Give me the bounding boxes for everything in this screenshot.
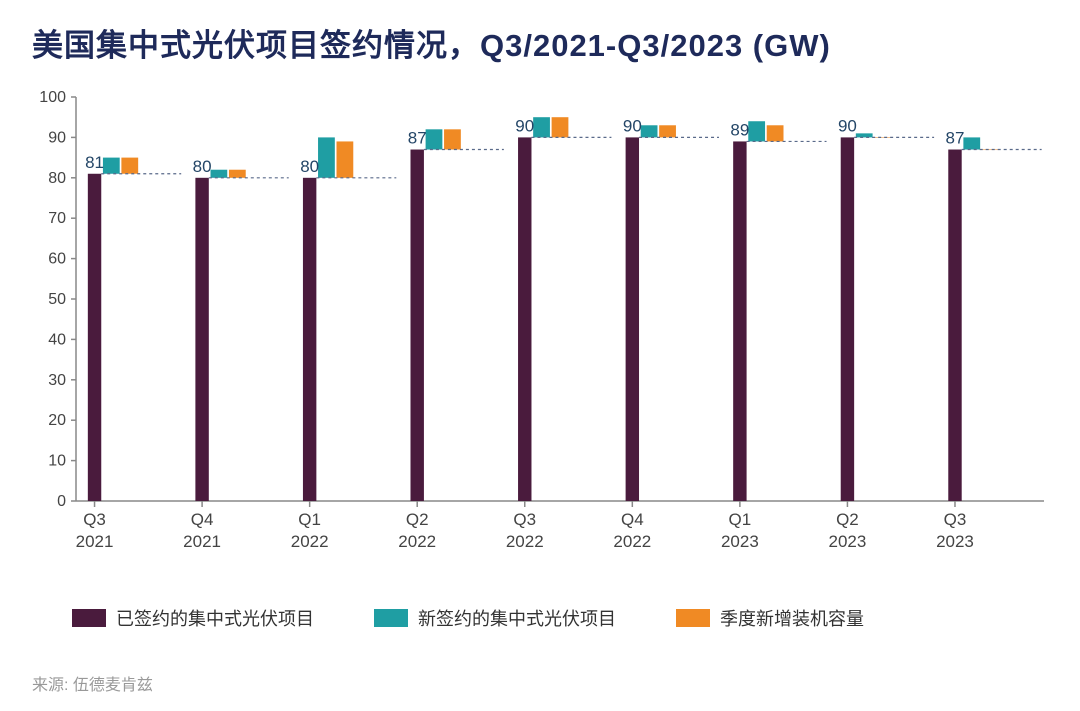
- legend-swatch-capacity: [676, 609, 710, 627]
- legend-item-capacity: 季度新增装机容量: [676, 605, 864, 631]
- legend-label-signed: 已签约的集中式光伏项目: [116, 605, 314, 631]
- bar-value-label: 87: [408, 129, 427, 148]
- legend-swatch-signed: [72, 609, 106, 627]
- bar-new: [641, 125, 658, 137]
- svg-text:10: 10: [48, 453, 66, 470]
- bar-new: [103, 158, 120, 174]
- x-axis-label-y: 2022: [291, 532, 329, 551]
- bar-capacity: [552, 117, 569, 137]
- x-axis-label-y: 2022: [398, 532, 436, 551]
- svg-text:0: 0: [57, 493, 66, 510]
- x-axis-label-q: Q2: [406, 510, 429, 529]
- bar-chart: 0 10 20 30 40 50 60 70 80 90 100 81 Q3 2021 80 Q4 2021 80…: [32, 89, 1048, 569]
- bar-signed: [841, 137, 854, 501]
- bar-signed: [948, 150, 961, 501]
- bar-capacity: [229, 170, 246, 178]
- bar-capacity: [874, 137, 891, 138]
- bar-capacity: [659, 125, 676, 137]
- bar-capacity: [336, 141, 353, 177]
- svg-text:60: 60: [48, 251, 66, 268]
- svg-text:30: 30: [48, 372, 66, 389]
- bar-new: [426, 129, 443, 149]
- bar-value-label: 89: [730, 120, 749, 139]
- bar-signed: [410, 150, 423, 501]
- svg-text:70: 70: [48, 210, 66, 227]
- legend-label-capacity: 季度新增装机容量: [720, 605, 864, 631]
- bar-new: [533, 117, 550, 137]
- svg-text:80: 80: [48, 170, 66, 187]
- bar-new: [748, 121, 765, 141]
- x-axis-label-y: 2022: [506, 532, 544, 551]
- bar-value-label: 90: [623, 116, 642, 135]
- bar-value-label: 80: [300, 157, 319, 176]
- x-axis-label-q: Q3: [513, 510, 536, 529]
- bar-signed: [518, 137, 531, 501]
- bar-value-label: 81: [85, 153, 104, 172]
- x-axis-label-q: Q3: [83, 510, 106, 529]
- x-axis-label-q: Q4: [191, 510, 214, 529]
- bar-value-label: 80: [193, 157, 212, 176]
- bar-value-label: 90: [838, 116, 857, 135]
- legend: 已签约的集中式光伏项目 新签约的集中式光伏项目 季度新增装机容量: [72, 605, 1048, 631]
- bar-new: [963, 137, 980, 149]
- svg-text:50: 50: [48, 291, 66, 308]
- bar-capacity: [982, 150, 999, 151]
- x-axis-label-q: Q3: [944, 510, 967, 529]
- x-axis-label-q: Q1: [729, 510, 752, 529]
- bar-value-label: 87: [946, 129, 965, 148]
- bar-capacity: [767, 125, 784, 141]
- source-text: 来源: 伍德麦肯兹: [32, 671, 1048, 695]
- x-axis-label-y: 2021: [183, 532, 221, 551]
- svg-text:90: 90: [48, 129, 66, 146]
- x-axis-label-q: Q1: [298, 510, 321, 529]
- bar-signed: [626, 137, 639, 501]
- bar-capacity: [444, 129, 461, 149]
- bar-value-label: 90: [515, 116, 534, 135]
- legend-item-signed: 已签约的集中式光伏项目: [72, 605, 314, 631]
- bar-new: [856, 133, 873, 137]
- x-axis-label-q: Q4: [621, 510, 644, 529]
- x-axis-label-y: 2023: [936, 532, 974, 551]
- chart-title: 美国集中式光伏项目签约情况，Q3/2021-Q3/2023 (GW): [32, 20, 1048, 65]
- svg-text:40: 40: [48, 331, 66, 348]
- x-axis-label-y: 2023: [721, 532, 759, 551]
- svg-text:100: 100: [39, 89, 66, 106]
- bar-signed: [88, 174, 101, 501]
- bar-signed: [303, 178, 316, 501]
- legend-label-new: 新签约的集中式光伏项目: [418, 605, 616, 631]
- bar-capacity: [121, 158, 138, 174]
- bar-new: [210, 170, 227, 178]
- x-axis-label-q: Q2: [836, 510, 859, 529]
- x-axis-label-y: 2022: [613, 532, 651, 551]
- bar-signed: [195, 178, 208, 501]
- bar-new: [318, 137, 335, 177]
- svg-text:20: 20: [48, 412, 66, 429]
- x-axis-label-y: 2023: [829, 532, 867, 551]
- chart-container: 0 10 20 30 40 50 60 70 80 90 100 81 Q3 2021 80 Q4 2021 80…: [32, 89, 1048, 569]
- bar-signed: [733, 141, 746, 501]
- legend-swatch-new: [374, 609, 408, 627]
- x-axis-label-y: 2021: [76, 532, 114, 551]
- legend-item-new: 新签约的集中式光伏项目: [374, 605, 616, 631]
